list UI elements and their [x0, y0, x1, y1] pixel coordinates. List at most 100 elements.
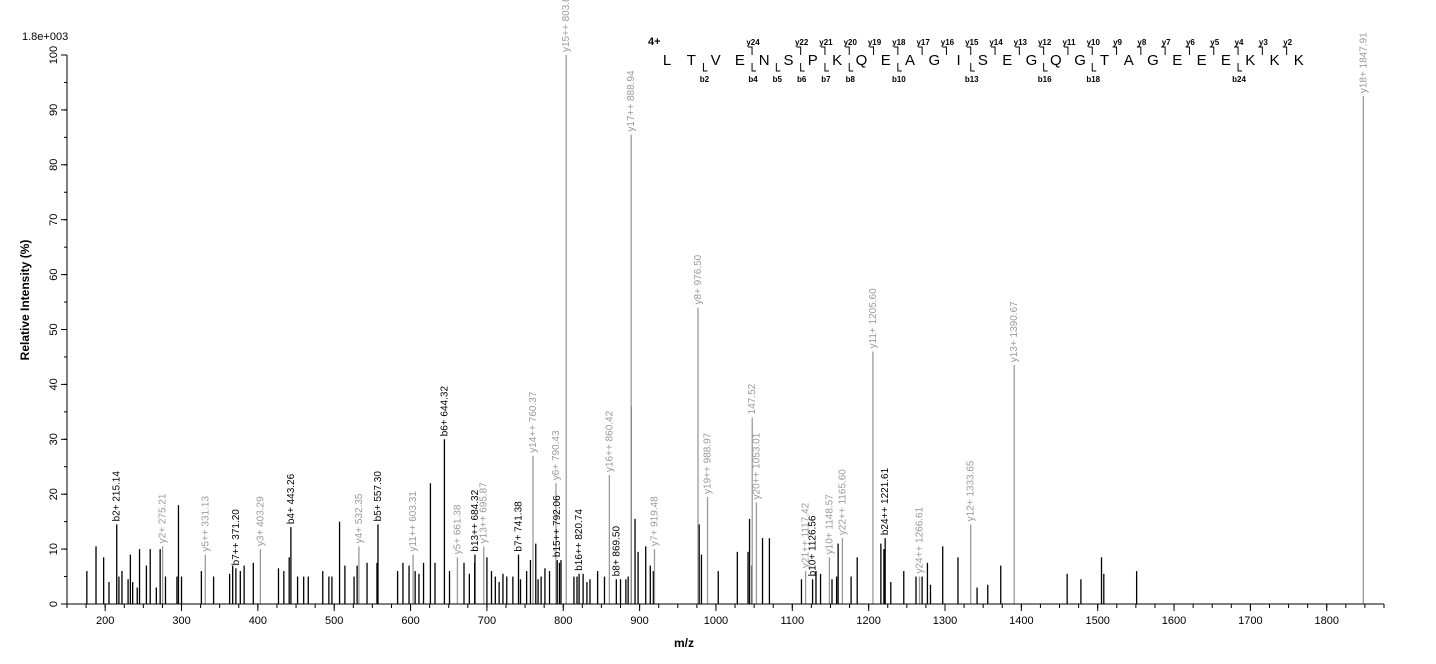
- b-ion-marker: [824, 63, 829, 72]
- sequence-residue: N: [759, 52, 770, 69]
- peak-label: y16++ 860.42: [604, 410, 615, 472]
- x-tick-label: 1200: [856, 615, 880, 627]
- y-ion-label: y3: [1259, 38, 1268, 47]
- y-ion-marker: [918, 46, 923, 55]
- sequence-residue: G: [1026, 52, 1038, 69]
- b-ion-marker: [1043, 63, 1048, 72]
- x-tick-label: 300: [172, 615, 190, 627]
- y-ion-marker: [893, 46, 899, 55]
- b-ion-label: b6: [797, 75, 807, 84]
- peak-label: y13++ 695.87: [479, 482, 490, 544]
- sequence-residue: S: [783, 52, 793, 69]
- peak-label: y5++ 331.13: [200, 496, 211, 552]
- x-tick-label: 200: [96, 615, 114, 627]
- y-ion-marker: [1234, 46, 1239, 55]
- peak-label: y17++ 888.94: [626, 70, 637, 132]
- b-ion-marker: [800, 63, 805, 72]
- x-tick-label: 1500: [1085, 615, 1109, 627]
- y-ion-label: y2: [1283, 38, 1292, 47]
- sequence-residue: P: [808, 52, 818, 69]
- y-tick-label: 10: [48, 543, 60, 555]
- y-ion-label: y8: [1137, 38, 1146, 47]
- peak-label: y14++ 760.37: [528, 391, 539, 453]
- y-ion-marker: [1209, 46, 1215, 55]
- sequence-residue: E: [1221, 52, 1231, 69]
- peak-label: y20++ 1053.01: [751, 432, 762, 499]
- peak-label: b8+ 869.50: [611, 526, 622, 577]
- b-ion-marker: [897, 63, 902, 72]
- y-ion-marker: [991, 46, 996, 55]
- peak-label: y4+ 532.35: [354, 493, 365, 543]
- sequence-residue: I: [957, 52, 961, 69]
- y-ion-label: y12: [1038, 38, 1052, 47]
- peak-label: y21++ 1117.42: [801, 502, 812, 568]
- b-ion-marker: [1091, 63, 1097, 72]
- peak-label: y15++ 803.88: [561, 0, 572, 52]
- y-max-label: 1.8e+003: [22, 31, 68, 43]
- peak-label: b2+ 215.14: [112, 471, 123, 522]
- b-ion-label: b5: [773, 75, 783, 84]
- peak-label: b4+ 443.26: [286, 473, 297, 524]
- b-ion-marker: [970, 63, 975, 72]
- peak-label: y19++ 988.97: [703, 432, 714, 494]
- peak-labels-layer: b2+ 215.14 y2+ 275.21 y5++ 331.13 b7++ 371.…: [112, 0, 1370, 576]
- y-ion-marker: [1258, 46, 1263, 55]
- y-axis-title: Relative Intensity (%): [18, 240, 32, 361]
- y-ion-label: y19: [868, 38, 882, 47]
- sequence-residue: T: [687, 52, 696, 69]
- sequence-residue: Q: [856, 52, 868, 69]
- x-tick-label: 900: [630, 615, 648, 627]
- y-ion-label: y7: [1162, 38, 1171, 47]
- sequence-residue: Q: [1050, 52, 1062, 69]
- peak-label: 147.52: [747, 383, 758, 414]
- y-ion-marker: [1063, 46, 1069, 55]
- sequence-residue: V: [711, 52, 721, 69]
- b-ion-label: b18: [1086, 75, 1100, 84]
- y-ion-marker: [1161, 46, 1166, 55]
- y-ion-label: y18: [892, 38, 906, 47]
- peak-label: y8+ 976.50: [693, 254, 704, 304]
- y-ion-label: y4: [1235, 38, 1244, 47]
- y-ion-marker: [1088, 46, 1093, 55]
- peak-label: b15++ 792.06: [552, 495, 563, 557]
- y-ion-label: y21: [819, 38, 833, 47]
- x-tick-label: 600: [401, 615, 419, 627]
- y-ion-label: y6: [1186, 38, 1195, 47]
- peak-label: y24++ 1266.61: [915, 506, 926, 573]
- peak-label: y7+ 919.48: [649, 496, 660, 546]
- y-ion-label: y5: [1210, 38, 1219, 47]
- b-ion-label: b24: [1232, 75, 1246, 84]
- x-tick-label: 400: [249, 615, 267, 627]
- y-ion-marker: [966, 46, 972, 55]
- b-ion-marker: [1237, 63, 1243, 72]
- y-ion-marker: [1185, 46, 1190, 55]
- y-ion-marker: [820, 46, 826, 55]
- sequence-residue: E: [881, 52, 891, 69]
- x-tick-label: 1800: [1314, 615, 1338, 627]
- y-ion-marker: [1015, 46, 1020, 55]
- y-ion-label: y14: [989, 38, 1003, 47]
- sequence-residue: G: [1074, 52, 1086, 69]
- sequence-residue: K: [1294, 52, 1304, 69]
- y-ion-label: y20: [844, 38, 858, 47]
- y-ion-label: y22: [795, 38, 809, 47]
- peak-label: b16++ 820.74: [574, 509, 585, 571]
- b-ion-label: b10: [892, 75, 906, 84]
- y-ion-marker: [1112, 46, 1118, 55]
- y-tick-label: 50: [48, 323, 60, 335]
- x-tick-label: 800: [554, 615, 572, 627]
- sequence-residue: K: [1245, 52, 1255, 69]
- sequence-residue: K: [832, 52, 842, 69]
- peak-label: b5+ 557.30: [373, 471, 384, 522]
- y-ion-label: y15: [965, 38, 979, 47]
- x-tick-label: 1100: [780, 615, 804, 627]
- charge-state-label: 4+: [648, 36, 661, 48]
- x-tick-label: 500: [325, 615, 343, 627]
- b-ion-marker: [702, 63, 708, 72]
- y-ion-marker: [845, 46, 850, 55]
- peak-label: y13+ 1390.67: [1009, 301, 1020, 362]
- sequence-residue: E: [1197, 52, 1207, 69]
- y-tick-label: 40: [48, 378, 60, 390]
- b-ion-label: b7: [821, 75, 831, 84]
